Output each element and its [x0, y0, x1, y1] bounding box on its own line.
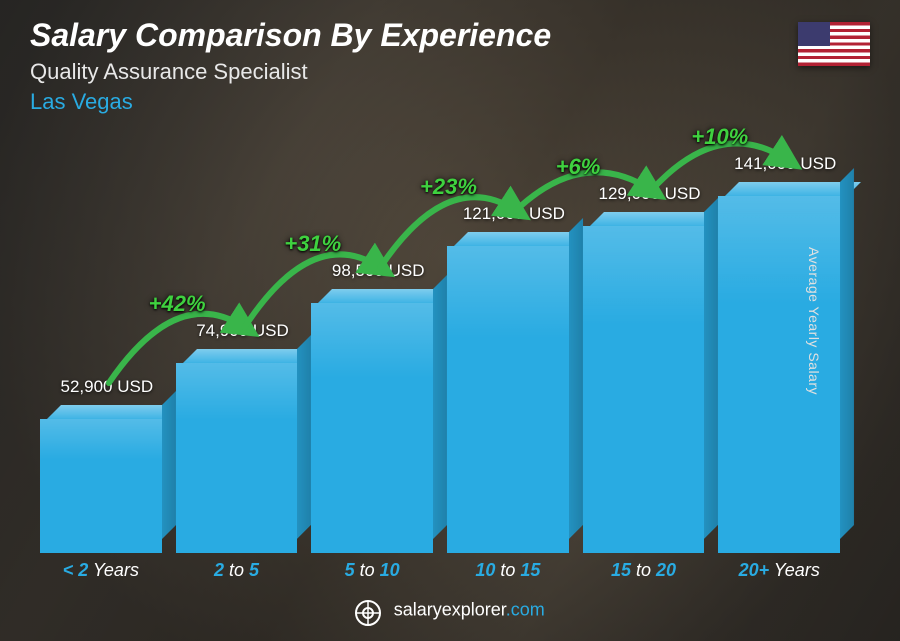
chart-title: Salary Comparison By Experience — [30, 18, 551, 53]
chart-location: Las Vegas — [30, 89, 551, 115]
bar-body — [311, 303, 433, 553]
x-label-4: 15 to 20 — [583, 560, 705, 581]
footer-brand: salaryexplorer.com — [394, 600, 545, 620]
bar-value-label: 141,000 USD — [734, 154, 836, 174]
y-axis-label: Average Yearly Salary — [806, 247, 822, 395]
x-label-3: 10 to 15 — [447, 560, 569, 581]
chart-subtitle: Quality Assurance Specialist — [30, 59, 551, 85]
bar-value-label: 52,900 USD — [61, 377, 154, 397]
chart-area: 52,900 USD 74,900 USD 98,500 USD 121,000 US… — [40, 140, 840, 581]
bar-0: 52,900 USD — [40, 377, 162, 553]
growth-arc-label-4: +10% — [691, 124, 748, 150]
bar-4: 129,000 USD — [583, 184, 705, 553]
x-label-0: < 2 Years — [40, 560, 162, 581]
growth-arc-label-2: +23% — [420, 174, 477, 200]
bar-value-label: 74,900 USD — [196, 321, 289, 341]
bar-body — [447, 246, 569, 553]
bars-container: 52,900 USD 74,900 USD 98,500 USD 121,000 US… — [40, 173, 840, 553]
growth-arc-label-0: +42% — [149, 291, 206, 317]
bar-body — [40, 419, 162, 553]
footer: salaryexplorer.com — [0, 596, 900, 627]
bar-2: 98,500 USD — [311, 261, 433, 553]
brand-logo-icon — [355, 600, 381, 631]
bar-value-label: 129,000 USD — [598, 184, 700, 204]
bar-body — [176, 363, 298, 553]
x-label-5: 20+ Years — [718, 560, 840, 581]
growth-arc-label-3: +6% — [556, 154, 601, 180]
x-axis-labels: < 2 Years 2 to 5 5 to 10 10 to 15 15 to 20 20… — [40, 560, 840, 581]
bar-body — [583, 226, 705, 553]
country-flag-icon — [798, 22, 870, 66]
bar-value-label: 98,500 USD — [332, 261, 425, 281]
x-label-2: 5 to 10 — [311, 560, 433, 581]
growth-arc-label-1: +31% — [284, 231, 341, 257]
bar-value-label: 121,000 USD — [463, 204, 565, 224]
bar-1: 74,900 USD — [176, 321, 298, 553]
title-block: Salary Comparison By Experience Quality … — [30, 18, 551, 115]
bar-3: 121,000 USD — [447, 204, 569, 553]
x-label-1: 2 to 5 — [176, 560, 298, 581]
